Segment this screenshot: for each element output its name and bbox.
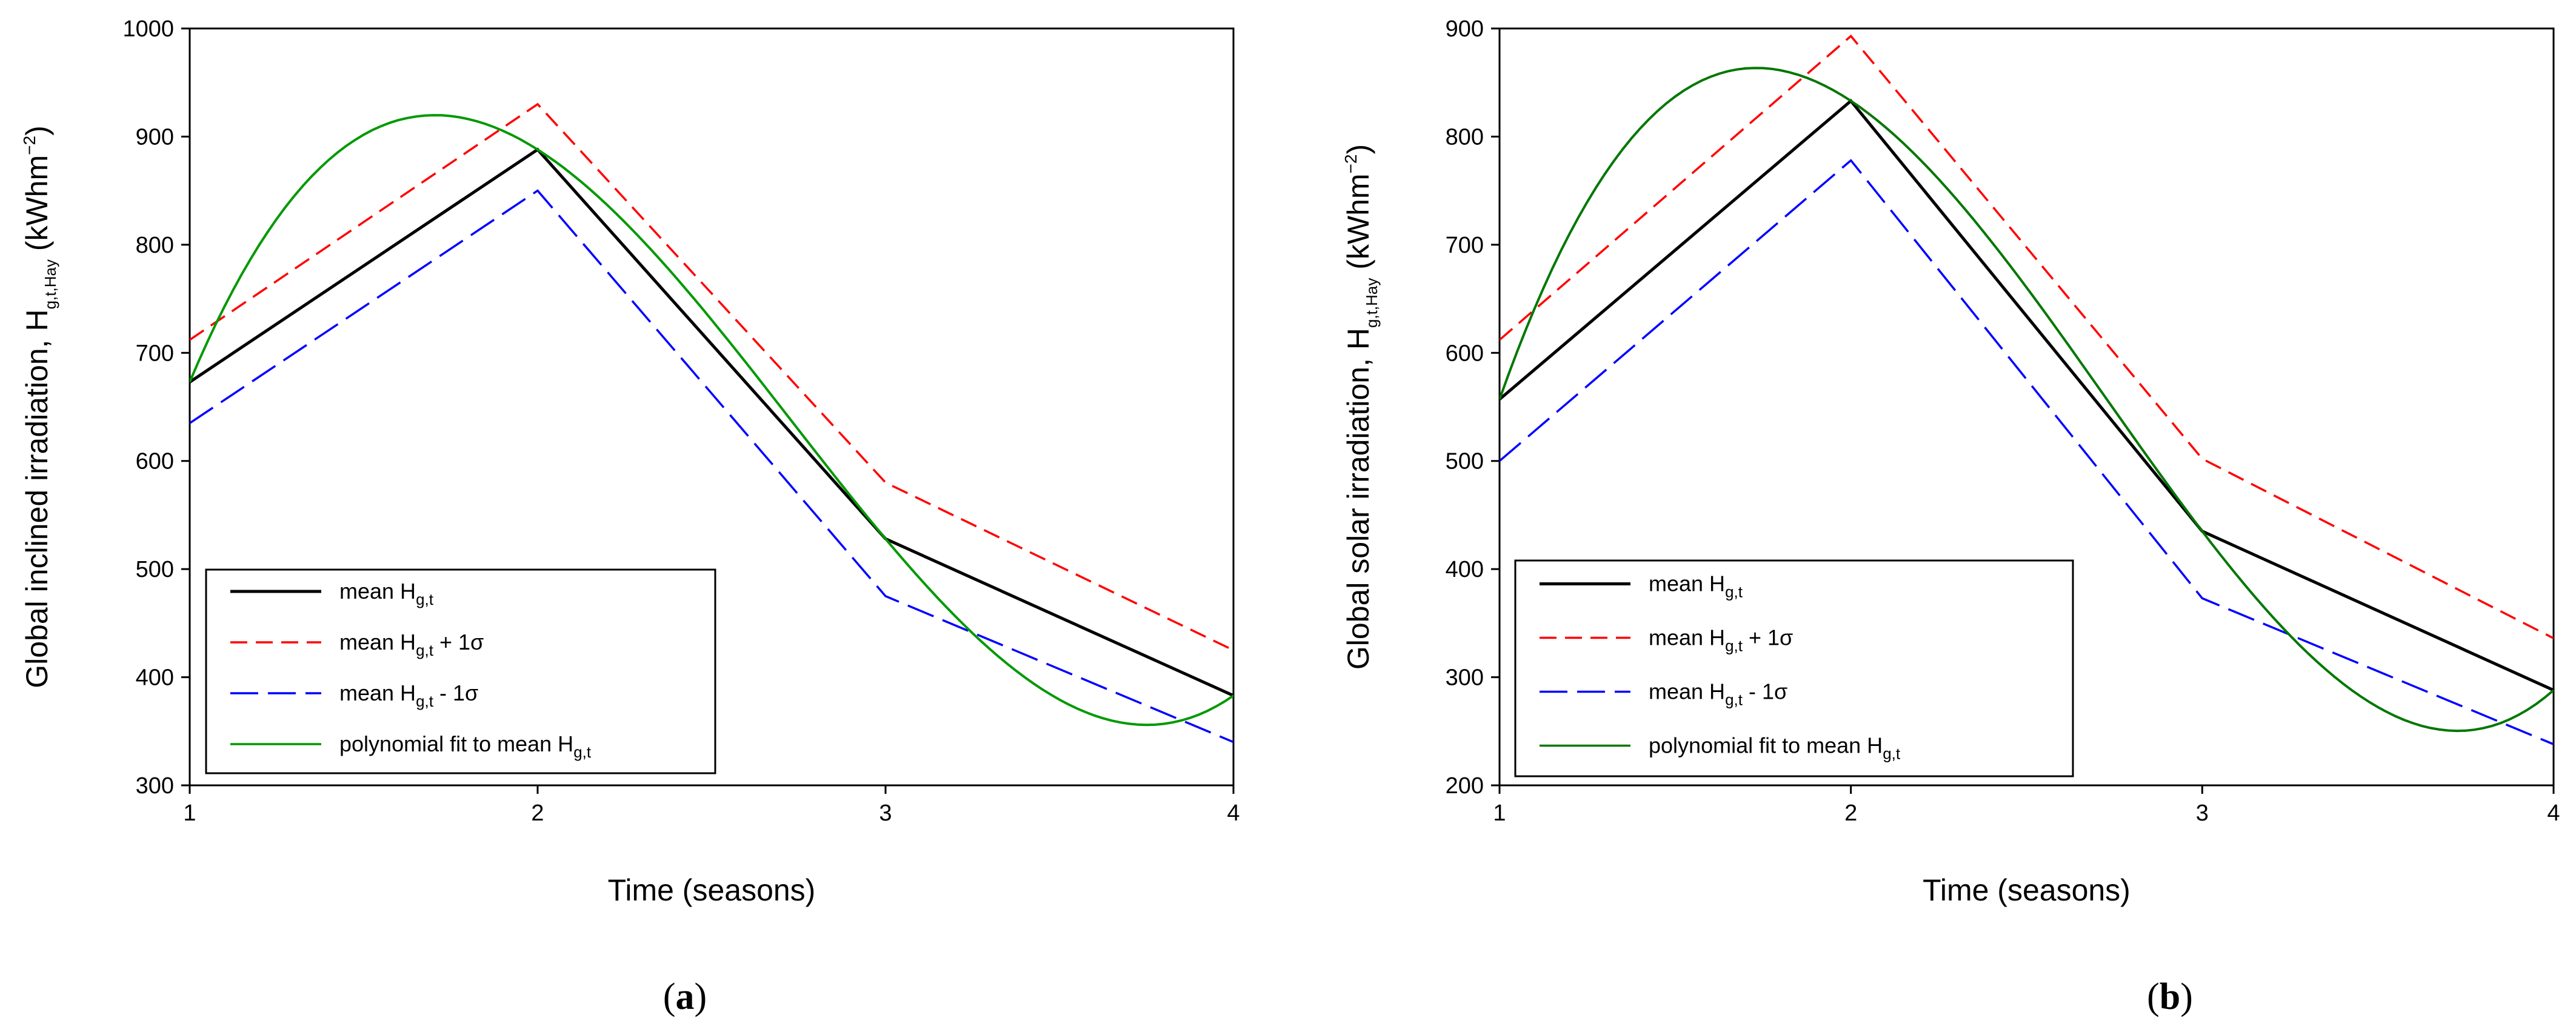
legend-label: polynomial fit to mean Hg,t	[1649, 733, 1901, 763]
y-tick-label: 800	[136, 233, 174, 258]
plot-frame	[189, 27, 1235, 787]
series-line-mean	[1500, 98, 2554, 692]
y-tick-label: 600	[136, 449, 174, 474]
y-tick-label: 400	[1446, 557, 1484, 582]
x-axis-title: Time (seasons)	[608, 873, 816, 907]
x-tick-label: 2	[531, 800, 544, 826]
x-tick-label: 4	[2547, 800, 2560, 826]
legend-box	[1514, 559, 2074, 777]
series-line-polynomial-fit	[190, 114, 1233, 727]
series-line-mean-minus-1sigma	[190, 189, 1233, 744]
y-tick-label: 900	[136, 124, 174, 150]
series-group	[190, 102, 1233, 744]
legend-label: mean Hg,t	[1649, 571, 1743, 601]
series-line-mean-plus-1sigma	[1500, 35, 2554, 639]
legend-label: mean Hg,t	[339, 579, 434, 608]
x-tick-label: 4	[1227, 800, 1240, 826]
y-tick-label: 900	[1446, 16, 1484, 42]
x-tick-label: 3	[879, 800, 892, 826]
legend-box	[205, 568, 716, 774]
y-axis-title: Global inclined irradiation, Hg,t,Hay (k…	[20, 125, 59, 688]
y-tick-label: 200	[1446, 773, 1484, 799]
series-line-polynomial-fit	[1500, 67, 2554, 733]
y-tick-label: 700	[136, 341, 174, 366]
y-tick-label: 700	[1446, 233, 1484, 258]
y-tick-label: 1000	[122, 16, 174, 42]
legend-label: polynomial fit to mean Hg,t	[339, 731, 592, 761]
chart-panel-a: 1 2 3 4 300 400 500 600 700 800 900 1000 Time (seaso…	[20, 16, 1240, 1017]
panel-label: (b)	[2147, 976, 2193, 1017]
y-tick-label: 300	[1446, 665, 1484, 691]
y-axis-title: Global solar irradiation, Hg,t,Hay (kWhm…	[1341, 144, 1381, 670]
y-tick-label: 600	[1446, 341, 1484, 366]
legend-label: mean Hg,t + 1σ	[339, 630, 484, 659]
series-line-mean-plus-1sigma	[190, 102, 1233, 651]
x-tick-label: 1	[183, 800, 196, 826]
x-tick-label: 1	[1493, 800, 1506, 826]
legend: mean Hg,t mean Hg,t + 1σ mean Hg,t - 1σ pol…	[205, 568, 716, 774]
chart-panel-b: 1 2 3 4 200 300 400 500 600 700 800 900 Time (season…	[1341, 16, 2560, 1017]
x-tick-label: 2	[1844, 800, 1857, 826]
legend-label: mean Hg,t - 1σ	[1649, 679, 1787, 709]
y-tick-label: 800	[1446, 124, 1484, 150]
series-line-mean-minus-1sigma	[1500, 159, 2554, 745]
series-line-mean	[190, 147, 1233, 697]
series-group	[1500, 35, 2554, 745]
x-axis-title: Time (seasons)	[1923, 873, 2131, 907]
y-tick-label: 500	[136, 557, 174, 582]
panel-label: (a)	[663, 976, 707, 1017]
x-tick-label: 3	[2196, 800, 2209, 826]
legend: mean Hg,t mean Hg,t + 1σ mean Hg,t - 1σ pol…	[1514, 559, 2074, 777]
y-tick-label: 300	[136, 773, 174, 799]
y-tick-label: 500	[1446, 449, 1484, 474]
plot-frame	[1498, 27, 2555, 787]
legend-label: mean Hg,t - 1σ	[339, 681, 478, 710]
y-tick-label: 400	[136, 665, 174, 691]
legend-label: mean Hg,t + 1σ	[1649, 625, 1793, 655]
